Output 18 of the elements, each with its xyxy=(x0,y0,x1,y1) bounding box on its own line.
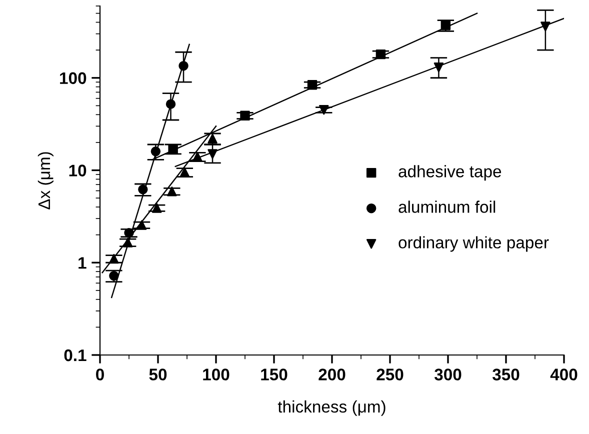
x-tick-label: 100 xyxy=(203,368,230,380)
y-tick-label: 0.1 xyxy=(64,349,86,362)
y-tick-label: 100 xyxy=(60,72,86,84)
x-tick-label: 50 xyxy=(149,368,167,380)
y-tick-label: 1 xyxy=(78,257,86,269)
legend-label: aluminum foil xyxy=(398,200,496,213)
y-axis-title: Δx (μm) xyxy=(38,152,54,210)
x-axis-title: thickness (μm) xyxy=(278,400,386,416)
x-tick-label: 250 xyxy=(376,368,404,380)
x-tick-label: 200 xyxy=(318,368,346,380)
x-tick-label: 0 xyxy=(96,368,104,380)
x-tick-label: 400 xyxy=(550,368,578,380)
x-tick-label: 300 xyxy=(434,368,462,380)
y-tick-label: 10 xyxy=(69,164,86,176)
legend-label: ordinary white paper xyxy=(398,236,549,252)
x-tick-label: 150 xyxy=(261,368,288,380)
legend-label: adhesive tape xyxy=(398,165,502,181)
x-tick-label: 350 xyxy=(492,368,520,380)
